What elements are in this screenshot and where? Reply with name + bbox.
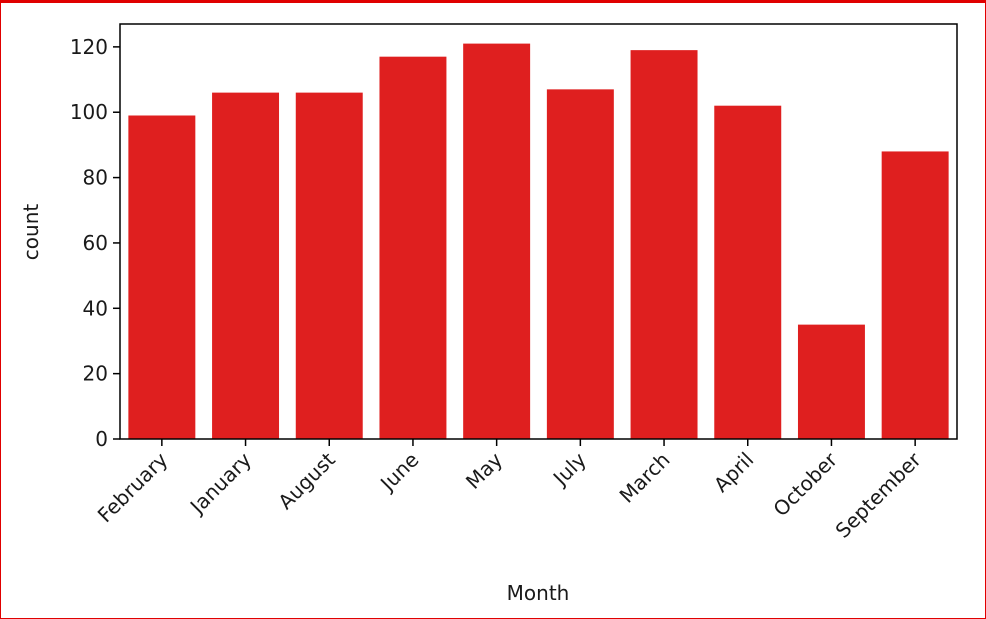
x-tick-label: February [93, 447, 173, 527]
x-tick-label: July [547, 447, 591, 491]
bar-march [630, 50, 698, 440]
x-tick-label: September [831, 447, 927, 543]
bar-january [212, 92, 280, 440]
y-tick-label: 80 [83, 166, 108, 190]
y-tick-label: 100 [70, 100, 108, 124]
bar-july [546, 89, 614, 439]
y-tick-label: 120 [70, 35, 108, 59]
y-tick-label: 0 [95, 427, 108, 451]
x-tick-label: January [184, 447, 256, 519]
x-tick-label: March [615, 448, 675, 508]
y-axis-ticks: 0 20 40 60 80 100 120 [70, 35, 120, 451]
y-axis-title: count [19, 204, 43, 261]
bar-october [797, 324, 865, 439]
bar-august [295, 92, 363, 440]
x-tick-label: May [461, 447, 507, 493]
y-tick-label: 20 [83, 362, 108, 386]
bar-february [128, 115, 196, 439]
y-tick-label: 40 [83, 296, 108, 320]
x-tick-label: June [374, 448, 423, 497]
y-tick-label: 60 [83, 231, 108, 255]
x-axis-ticks: February January August June May July March Apr… [93, 439, 926, 543]
bar-september [881, 151, 949, 439]
bar-june [379, 56, 447, 440]
bars-group [128, 43, 949, 440]
bar-april [714, 105, 782, 439]
x-axis-title: Month [507, 581, 570, 605]
x-tick-label: April [709, 448, 758, 497]
x-tick-label: August [273, 447, 340, 514]
plot-area-border [119, 23, 958, 440]
bar-may [463, 43, 531, 440]
x-tick-label: October [768, 447, 842, 521]
